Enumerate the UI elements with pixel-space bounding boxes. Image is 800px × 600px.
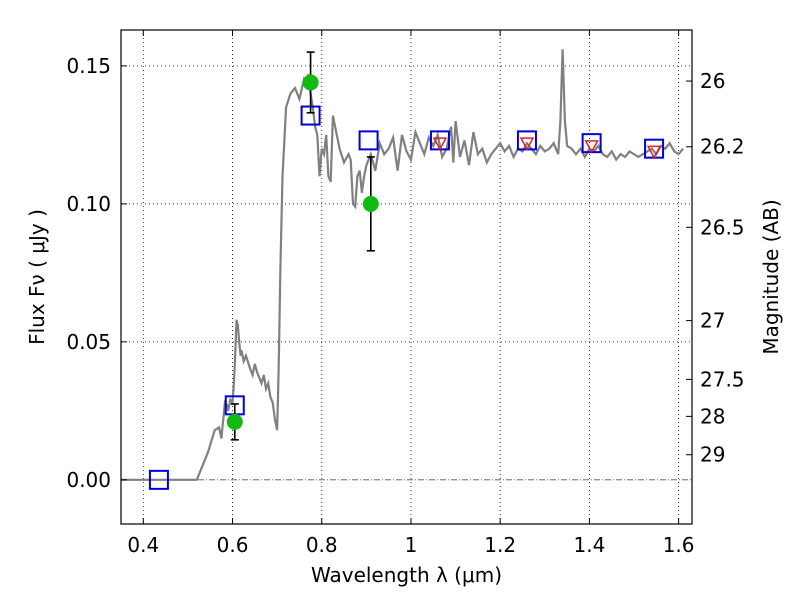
upper-limit-marker bbox=[432, 137, 448, 151]
upper-limit-marker bbox=[646, 145, 662, 159]
x-tick-label: 0.6 bbox=[217, 533, 249, 557]
data-markers bbox=[148, 51, 665, 490]
right-tick-label: 29 bbox=[700, 443, 725, 467]
model-flux-square bbox=[148, 469, 169, 490]
x-tick-label: 1 bbox=[405, 533, 418, 557]
model-flux-square bbox=[516, 130, 537, 151]
right-axis-title: Magnitude (AB) bbox=[759, 199, 783, 354]
x-tick-label: 1.4 bbox=[573, 533, 605, 557]
upper-limit-marker bbox=[584, 140, 599, 154]
right-tick-label: 27.5 bbox=[700, 367, 745, 391]
model-flux-square bbox=[358, 130, 379, 151]
model-spectrum-line bbox=[121, 49, 684, 481]
upper-limit-marker bbox=[519, 137, 535, 151]
right-tick-label: 28 bbox=[700, 404, 725, 428]
observed-flux-point bbox=[226, 413, 243, 430]
y-axis-title: Flux Fν ( μJy ) bbox=[25, 209, 49, 345]
y-tick-label: 0.05 bbox=[66, 330, 111, 354]
right-tick-label: 27 bbox=[700, 309, 725, 333]
y-tick-label: 0.00 bbox=[66, 468, 111, 492]
x-tick-label: 1.2 bbox=[484, 533, 516, 557]
y-tick-label: 0.10 bbox=[66, 192, 111, 216]
right-tick-label: 26 bbox=[700, 69, 725, 93]
x-tick-label: 0.8 bbox=[306, 533, 338, 557]
x-axis-title: Wavelength λ (μm) bbox=[311, 563, 502, 587]
right-tick-label: 26.2 bbox=[700, 135, 745, 159]
y-tick-label: 0.15 bbox=[66, 54, 111, 78]
right-tick-label: 26.5 bbox=[700, 215, 745, 239]
x-tick-label: 1.6 bbox=[663, 533, 695, 557]
axis-ticks: 0.4 0.6 0.8 1 1.2 1.4 1.6 0.00 0.05 0.10 0.15 26 26.… bbox=[66, 30, 745, 557]
observed-flux-point bbox=[302, 74, 319, 91]
observed-flux-point bbox=[362, 195, 379, 212]
plot-frame bbox=[120, 29, 693, 525]
x-tick-label: 0.4 bbox=[127, 533, 159, 557]
grid-lines bbox=[121, 30, 692, 524]
